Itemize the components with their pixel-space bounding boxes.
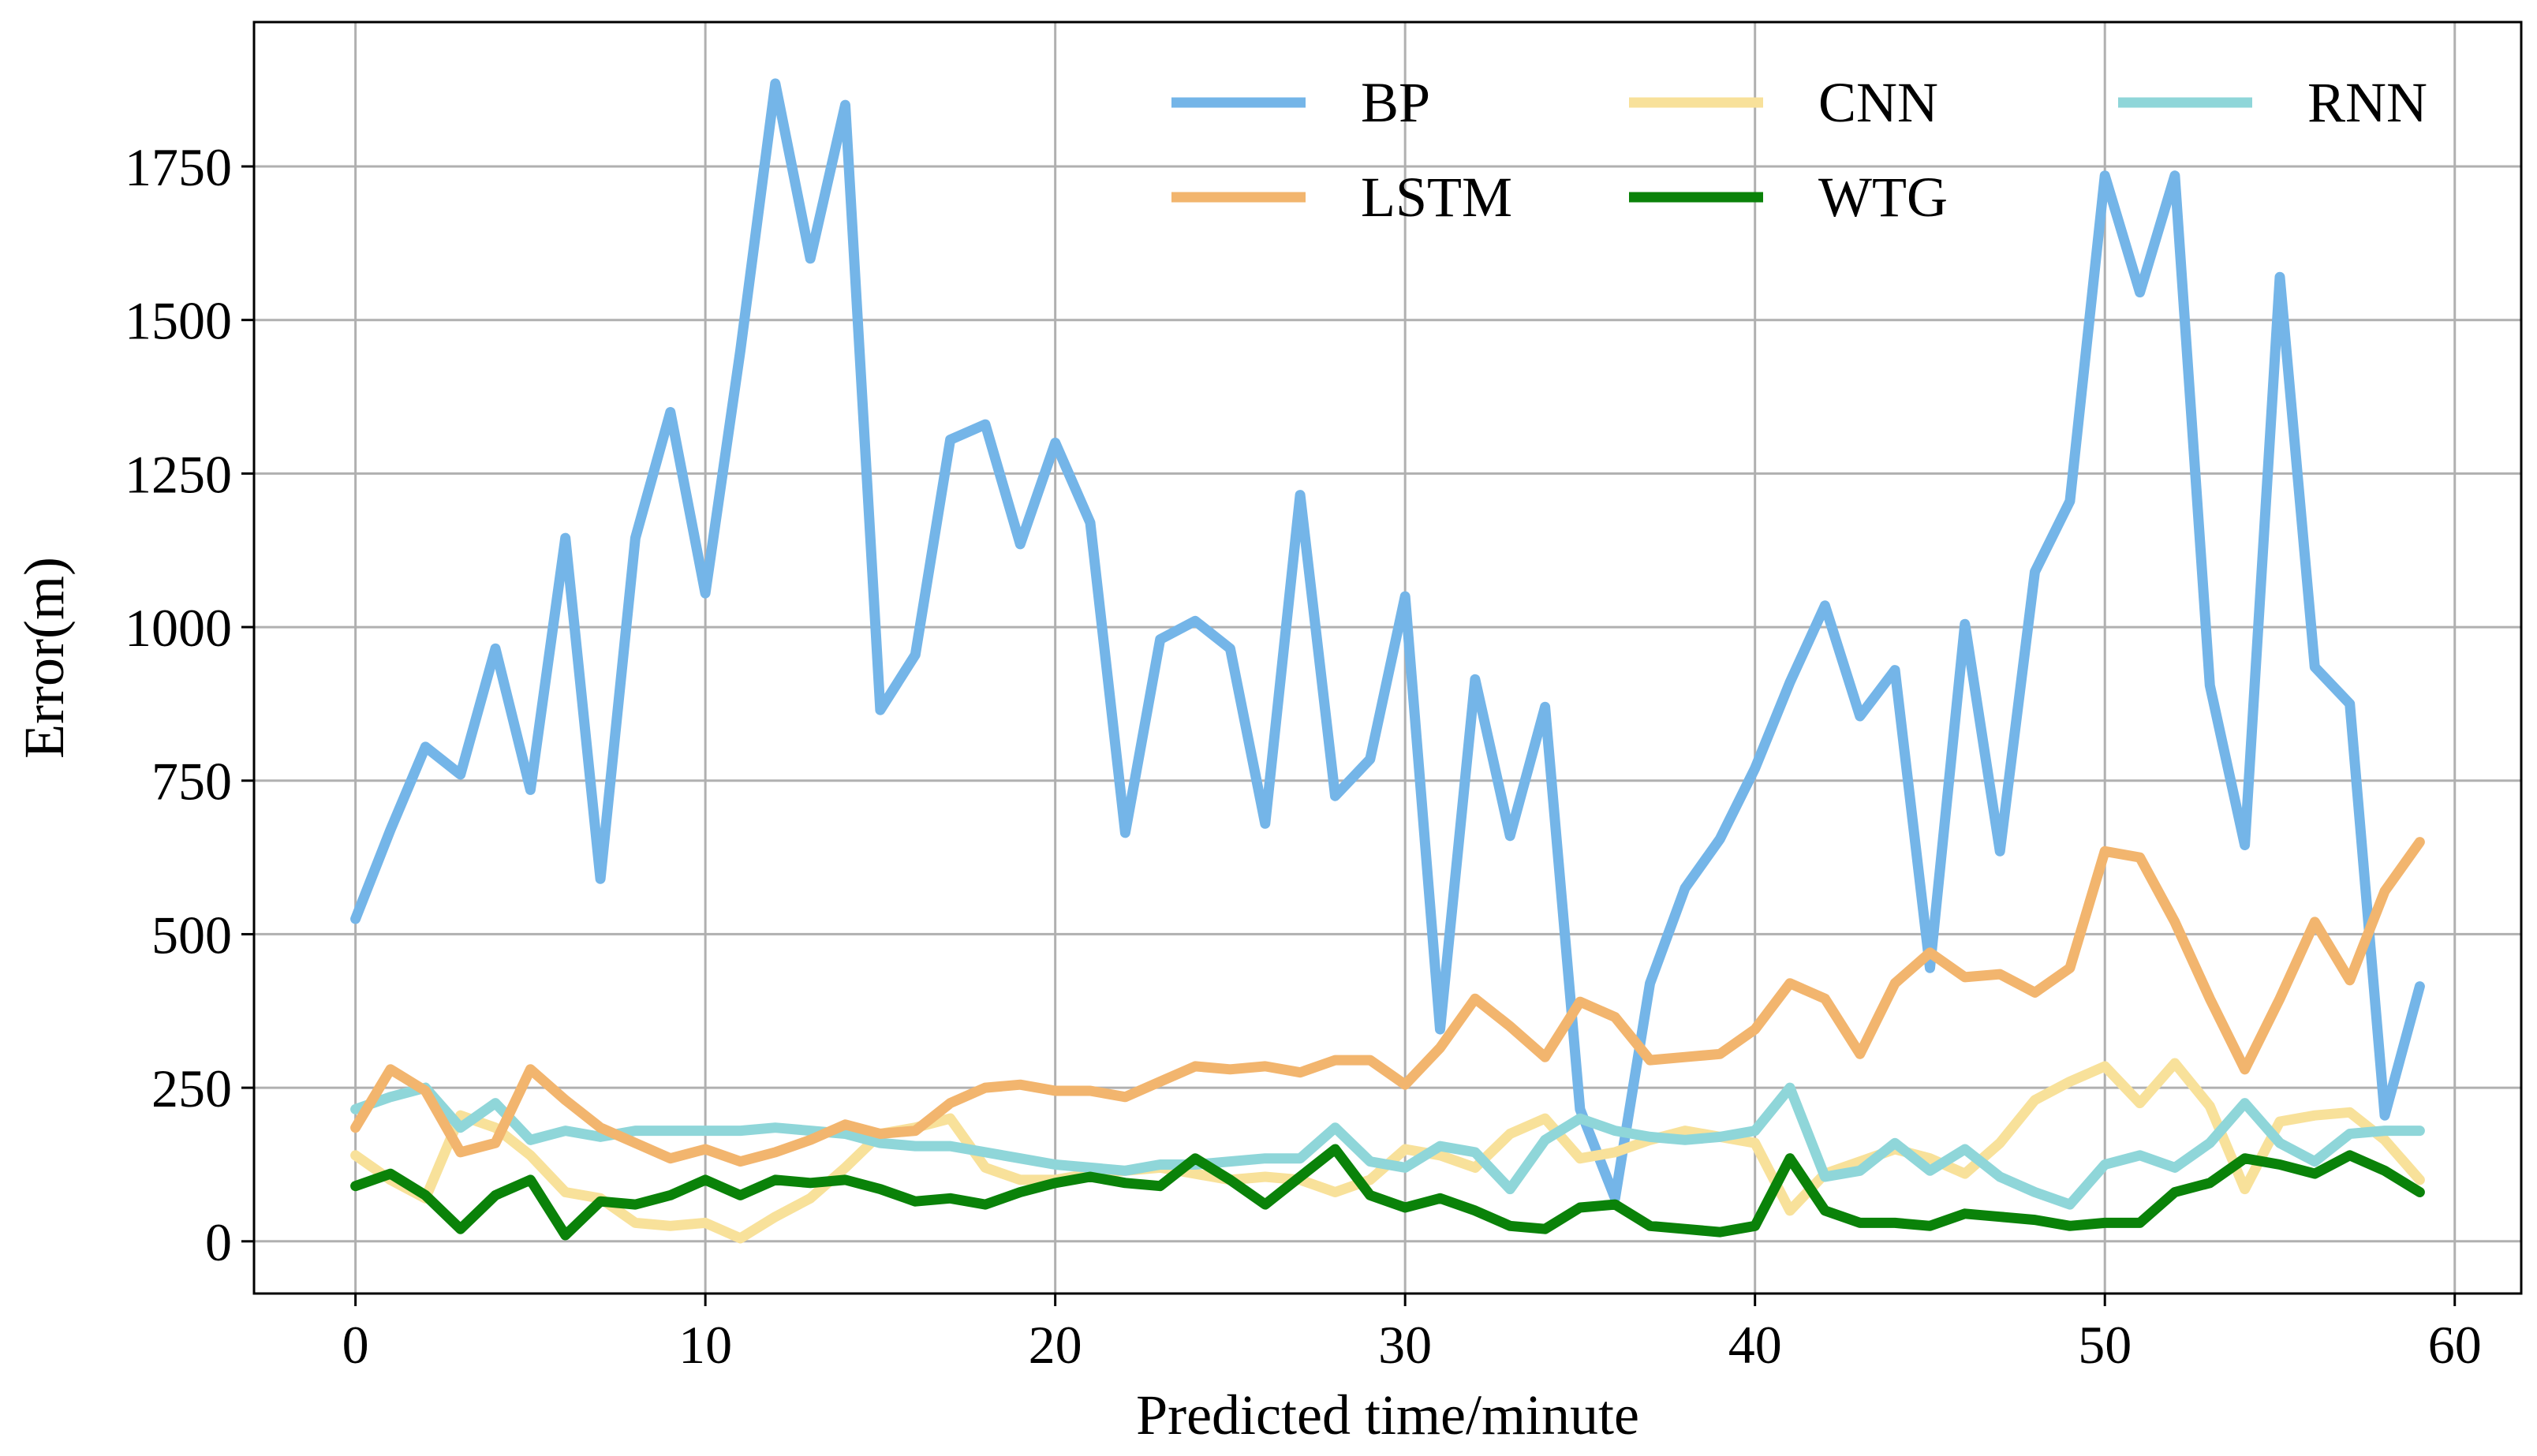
- y-tick-label: 1750: [125, 137, 232, 197]
- series-line-rnn: [350, 1082, 2425, 1210]
- series-layer: [350, 78, 2425, 1244]
- x-axis-label: Predicted time/minute: [1136, 1383, 1639, 1447]
- y-tick-label: 1250: [125, 444, 232, 504]
- y-tick-label: 250: [151, 1058, 232, 1118]
- x-tick-label: 10: [678, 1315, 732, 1375]
- legend-label-lstm: LSTM: [1361, 166, 1512, 229]
- legend-label-cnn: CNN: [1818, 71, 1938, 134]
- y-tick-label: 0: [205, 1212, 232, 1272]
- legend: BP CNN RNN LSTM WTG: [1171, 71, 2427, 229]
- series-line-bp: [350, 78, 2425, 1204]
- y-tick-label: 500: [151, 905, 232, 965]
- legend-label-bp: BP: [1361, 71, 1430, 134]
- x-tick-label: 30: [1378, 1315, 1432, 1375]
- legend-label-wtg: WTG: [1818, 166, 1948, 229]
- x-tick-label: 20: [1029, 1315, 1082, 1375]
- x-tick-label: 50: [2078, 1315, 2132, 1375]
- x-tick-label: 0: [342, 1315, 369, 1375]
- series-line-wtg: [350, 1144, 2425, 1241]
- x-tick-label: 60: [2428, 1315, 2482, 1375]
- plot-area-frame: [252, 21, 2523, 1295]
- y-axis-label: Error(m): [13, 557, 76, 759]
- y-tick-label: 750: [151, 752, 232, 812]
- series-line-lstm: [350, 837, 2425, 1167]
- axis-ticks: 0 10 20 30 40 50 60 0 250 500 750 1000 1250 1500 1750: [125, 137, 2482, 1375]
- legend-label-rnn: RNN: [2307, 71, 2427, 134]
- x-tick-label: 40: [1728, 1315, 1782, 1375]
- y-tick-label: 1500: [125, 291, 232, 351]
- grid: [254, 22, 2521, 1294]
- y-tick-label: 1000: [125, 598, 232, 658]
